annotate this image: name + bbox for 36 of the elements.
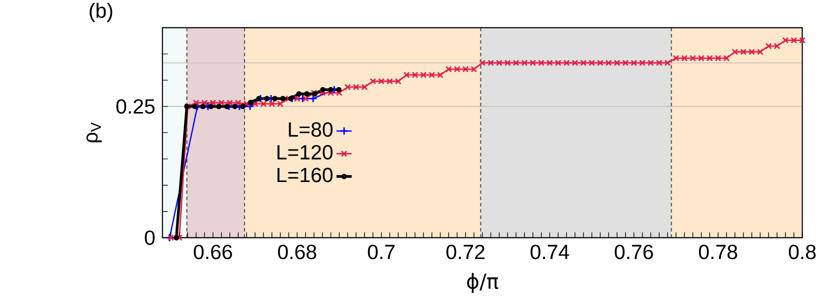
x-tick-label: 0.66 bbox=[194, 244, 232, 260]
point bbox=[296, 91, 302, 97]
point bbox=[264, 96, 270, 102]
point bbox=[192, 104, 198, 110]
point bbox=[304, 91, 310, 97]
legend-label: L=80 bbox=[288, 122, 333, 138]
x-tick-label: 0.68 bbox=[278, 244, 316, 260]
point bbox=[320, 87, 326, 93]
point bbox=[248, 100, 254, 106]
x-tick-label: 0.74 bbox=[530, 244, 570, 260]
point bbox=[308, 94, 318, 104]
x-tick-label: 0.78 bbox=[698, 244, 738, 260]
point bbox=[174, 235, 180, 241]
point bbox=[256, 96, 262, 102]
x-tick-label: 0.7 bbox=[368, 244, 395, 260]
point bbox=[288, 96, 294, 102]
point bbox=[328, 87, 334, 93]
point bbox=[272, 96, 278, 102]
point bbox=[240, 104, 246, 110]
x-tick-label: 0.76 bbox=[614, 244, 653, 260]
y-axis-title: ρ$_{V}$ bbox=[86, 122, 102, 142]
point bbox=[216, 104, 222, 110]
x-tick-label: 0.72 bbox=[446, 244, 484, 260]
x-axis-title: ϕ/π bbox=[467, 273, 498, 294]
y-tick-label: 0 bbox=[144, 230, 155, 246]
legend-label: L=160 bbox=[278, 168, 333, 182]
y-tick-label: 0.25 bbox=[116, 99, 155, 114]
chart-title: (b) bbox=[90, 3, 112, 22]
point bbox=[280, 96, 286, 102]
point bbox=[200, 104, 206, 110]
x-tick-label: 0.8 bbox=[788, 244, 816, 260]
point bbox=[224, 104, 230, 110]
point bbox=[208, 104, 214, 110]
point bbox=[336, 87, 342, 93]
point bbox=[232, 104, 238, 110]
legend-label: L=120 bbox=[278, 145, 333, 160]
